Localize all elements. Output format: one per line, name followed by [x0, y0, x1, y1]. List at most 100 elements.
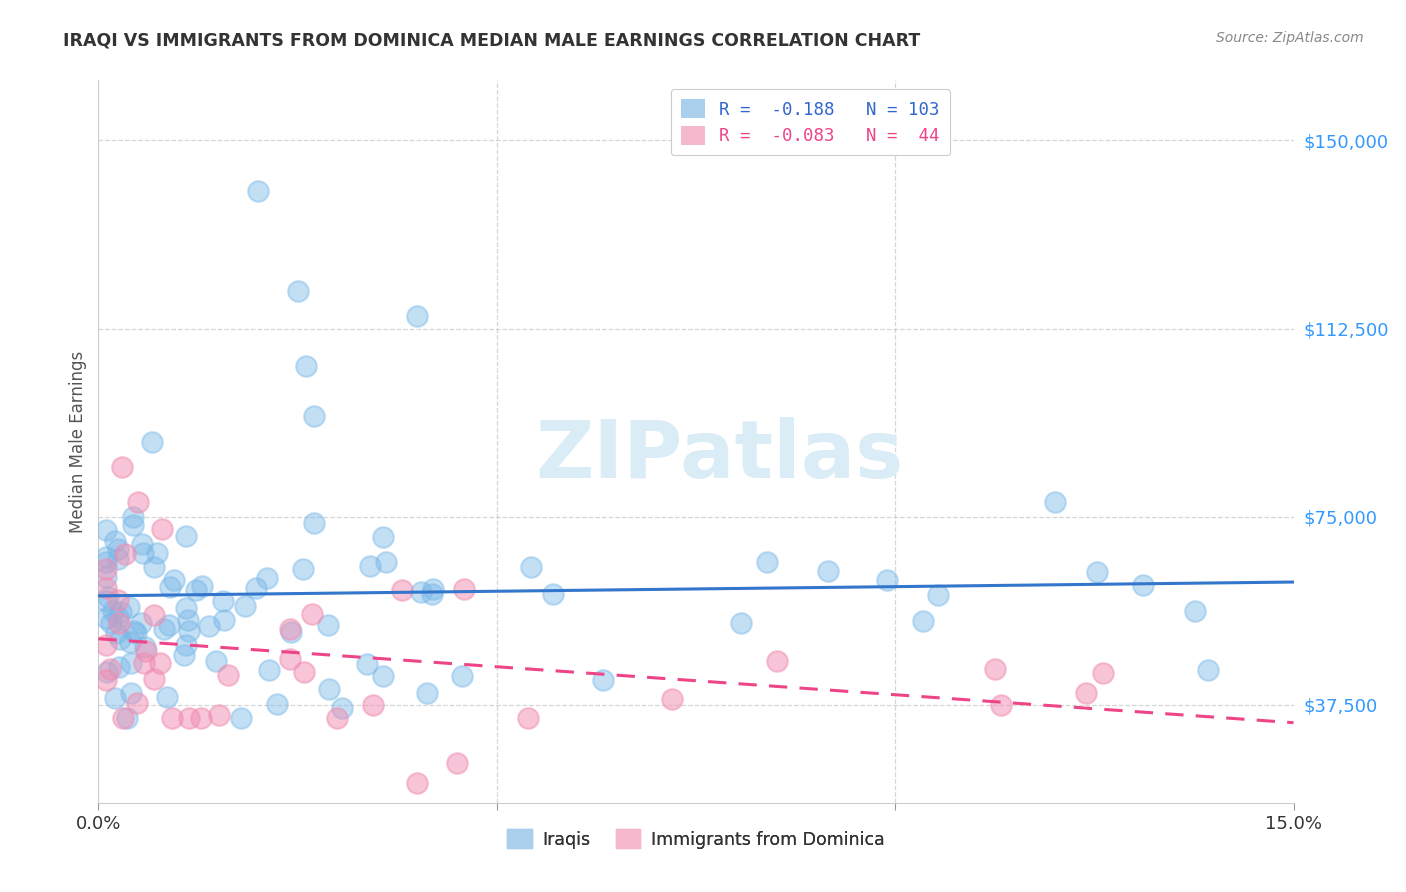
Point — [912, 614, 935, 628]
Point — [142, 608, 165, 623]
Point — [229, 710, 252, 724]
Point — [416, 686, 439, 700]
Point — [122, 624, 145, 638]
Point — [177, 613, 200, 627]
Point — [186, 582, 208, 597]
Point — [107, 593, 129, 607]
Point — [101, 604, 124, 618]
Point — [318, 681, 340, 696]
Point — [134, 656, 156, 670]
Point — [217, 668, 239, 682]
Point — [96, 562, 118, 576]
Point — [205, 654, 228, 668]
Point — [174, 529, 197, 543]
Point — [174, 638, 197, 652]
Point — [135, 644, 157, 658]
Point — [990, 698, 1012, 713]
Point — [406, 776, 429, 790]
Point — [422, 587, 444, 601]
Point — [160, 710, 183, 724]
Point — [450, 669, 472, 683]
Point — [409, 584, 432, 599]
Point — [330, 701, 353, 715]
Point — [132, 546, 155, 560]
Text: Source: ZipAtlas.com: Source: ZipAtlas.com — [1216, 31, 1364, 45]
Point — [876, 573, 898, 587]
Point — [1197, 663, 1219, 677]
Point — [984, 662, 1007, 676]
Point — [356, 657, 378, 671]
Point — [373, 669, 395, 683]
Point — [145, 546, 167, 560]
Point — [96, 665, 118, 679]
Point — [592, 673, 614, 687]
Point — [104, 533, 127, 548]
Point — [256, 571, 278, 585]
Point — [120, 656, 142, 670]
Text: ZIPatlas: ZIPatlas — [536, 417, 904, 495]
Point — [246, 184, 269, 198]
Point — [391, 582, 413, 597]
Point — [112, 710, 135, 724]
Point — [107, 552, 129, 566]
Point — [96, 673, 118, 687]
Point — [197, 619, 219, 633]
Point — [108, 660, 131, 674]
Point — [177, 710, 200, 724]
Point — [120, 685, 142, 699]
Point — [235, 599, 257, 613]
Point — [278, 622, 301, 636]
Point — [661, 692, 683, 706]
Point — [118, 599, 141, 614]
Point — [157, 617, 180, 632]
Point — [96, 582, 118, 596]
Point — [149, 656, 172, 670]
Point — [1184, 604, 1206, 618]
Y-axis label: Median Male Earnings: Median Male Earnings — [69, 351, 87, 533]
Point — [375, 555, 398, 569]
Point — [152, 622, 174, 636]
Point — [111, 459, 134, 474]
Point — [96, 555, 118, 569]
Point — [208, 708, 231, 723]
Point — [105, 625, 128, 640]
Point — [766, 654, 789, 668]
Point — [1092, 665, 1115, 680]
Point — [1074, 686, 1097, 700]
Point — [278, 652, 301, 666]
Point — [517, 710, 540, 724]
Point — [96, 638, 118, 652]
Point — [214, 613, 236, 627]
Point — [142, 673, 165, 687]
Point — [96, 594, 118, 608]
Point — [302, 516, 325, 530]
Point — [257, 663, 280, 677]
Point — [292, 665, 315, 679]
Point — [107, 541, 129, 556]
Text: IRAQI VS IMMIGRANTS FROM DOMINICA MEDIAN MALE EARNINGS CORRELATION CHART: IRAQI VS IMMIGRANTS FROM DOMINICA MEDIAN… — [63, 31, 921, 49]
Point — [287, 284, 309, 298]
Point — [453, 582, 475, 596]
Point — [371, 530, 394, 544]
Point — [108, 615, 131, 630]
Point — [141, 434, 163, 449]
Point — [122, 517, 145, 532]
Legend: Iraqis, Immigrants from Dominica: Iraqis, Immigrants from Dominica — [501, 822, 891, 855]
Point — [280, 624, 302, 639]
Point — [129, 615, 152, 630]
Point — [150, 523, 173, 537]
Point — [173, 648, 195, 662]
Point — [96, 524, 118, 538]
Point — [142, 559, 165, 574]
Point — [361, 698, 384, 712]
Point — [134, 640, 156, 654]
Point — [1085, 566, 1108, 580]
Point — [115, 710, 138, 724]
Point — [156, 690, 179, 705]
Point — [316, 617, 339, 632]
Point — [817, 564, 839, 578]
Point — [359, 558, 381, 573]
Point — [177, 624, 200, 639]
Point — [191, 579, 214, 593]
Point — [302, 409, 325, 424]
